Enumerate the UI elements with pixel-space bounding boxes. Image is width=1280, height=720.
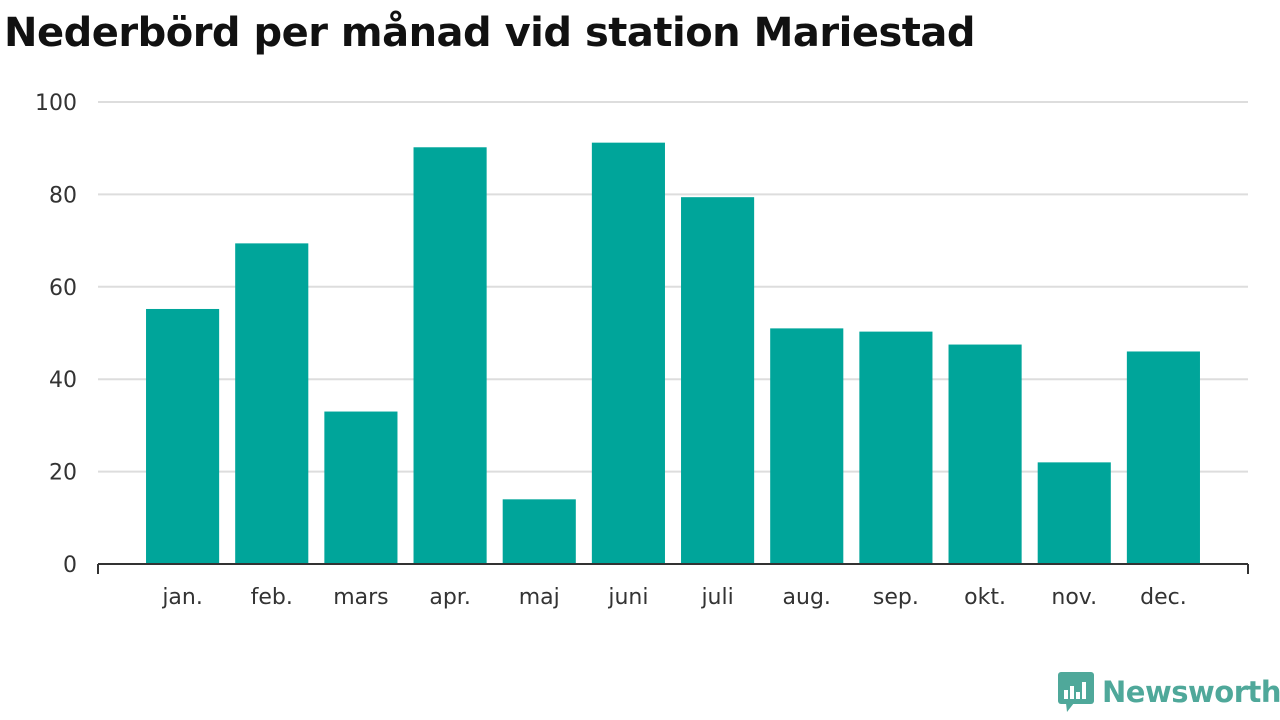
bars (146, 142, 1200, 564)
newsworthy-brand[interactable]: Newsworthy (1058, 672, 1280, 712)
x-tick-label: aug. (783, 585, 831, 610)
y-tick-label: 40 (49, 368, 77, 393)
x-tick-label: juli (700, 585, 733, 610)
x-tick-label: jan. (161, 585, 203, 610)
y-tick-label: 80 (49, 183, 77, 208)
y-axis-ticks: 0 20 40 60 80 100 (35, 91, 77, 578)
bar-mars (324, 411, 398, 564)
y-tick-label: 20 (49, 461, 77, 486)
bar-sep (859, 331, 933, 564)
x-tick-label: feb. (251, 585, 293, 610)
x-tick-label: nov. (1051, 585, 1097, 610)
bar-juni (591, 142, 665, 564)
x-tick-label: maj (519, 585, 560, 610)
bar-maj (502, 499, 576, 564)
y-tick-label: 100 (35, 91, 77, 116)
bar-aug (770, 328, 844, 564)
bar-dec (1126, 351, 1200, 564)
y-tick-label: 0 (63, 553, 77, 578)
bar-jan (146, 308, 220, 564)
brand-name: Newsworthy (1102, 675, 1280, 709)
x-tick-label: sep. (873, 585, 919, 610)
bar-juli (681, 197, 755, 564)
x-tick-label: dec. (1140, 585, 1187, 610)
bar-nov (1037, 462, 1111, 564)
bar-apr (413, 147, 487, 564)
x-tick-label: juni (607, 585, 648, 610)
bar-okt (948, 344, 1022, 564)
newsworthy-logo-icon (1058, 672, 1094, 712)
chart-title: Nederbörd per månad vid station Mariesta… (4, 10, 976, 56)
y-tick-label: 60 (49, 276, 77, 301)
x-tick-label: okt. (964, 585, 1006, 610)
x-axis (97, 563, 1249, 574)
bar-feb (235, 243, 309, 564)
x-tick-label: mars (333, 585, 388, 610)
x-tick-label: apr. (429, 585, 470, 610)
x-axis-ticks: jan. feb. mars apr. maj juni juli aug. sep. okt. n… (161, 585, 1186, 610)
